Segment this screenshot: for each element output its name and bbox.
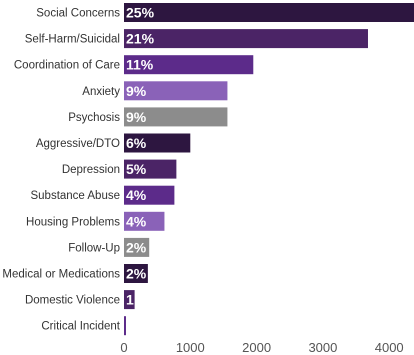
bar-value-label: 4%	[126, 187, 147, 203]
bar	[124, 185, 175, 205]
bar-value-label: 25%	[126, 5, 155, 21]
category-label: Anxiety	[82, 86, 120, 98]
bar-value-label: 5%	[126, 161, 147, 177]
bar-value-label: 9%	[126, 109, 147, 125]
category-label: Substance Abuse	[30, 190, 120, 202]
bar	[124, 159, 177, 179]
bar	[124, 81, 228, 101]
category-label: Follow-Up	[68, 242, 120, 254]
bar	[124, 264, 148, 283]
bar	[124, 290, 135, 310]
x-tick-label: 0	[120, 340, 127, 355]
category-label: Domestic Violence	[25, 295, 120, 307]
bar	[124, 237, 150, 257]
bar-value-label: 1	[126, 292, 134, 308]
bar	[124, 29, 368, 49]
bar	[124, 211, 165, 231]
bar-value-label: 2%	[126, 266, 147, 282]
x-tick-label: 4000	[375, 340, 404, 355]
x-tick-label: 3000	[308, 340, 337, 355]
category-label: Depression	[62, 164, 120, 176]
bar-value-label: 21%	[126, 31, 155, 47]
bar-value-label: 4%	[126, 213, 147, 229]
bar-value-label: 6%	[126, 135, 147, 151]
category-label: Self-Harm/Suicidal	[25, 34, 120, 46]
bar	[124, 107, 228, 127]
category-label: Housing Problems	[26, 216, 120, 228]
category-label: Critical Incident	[41, 321, 120, 333]
bar-value-label: 2%	[126, 239, 147, 255]
x-tick-label: 2000	[242, 340, 271, 355]
x-tick-label: 1000	[176, 340, 205, 355]
category-label: Psychosis	[68, 112, 120, 124]
bar-value-label: 11%	[126, 57, 154, 73]
bar	[124, 133, 191, 153]
category-label: Social Concerns	[36, 8, 120, 20]
category-label: Coordination of Care	[14, 60, 120, 72]
bar	[124, 316, 126, 336]
bar-value-label: 9%	[126, 83, 147, 99]
category-label: Aggressive/DTO	[36, 138, 120, 150]
category-label: Medical or Medications	[2, 269, 120, 281]
bar	[124, 55, 254, 75]
bar	[124, 3, 414, 22]
